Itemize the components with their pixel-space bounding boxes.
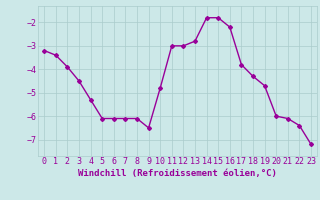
X-axis label: Windchill (Refroidissement éolien,°C): Windchill (Refroidissement éolien,°C) (78, 169, 277, 178)
